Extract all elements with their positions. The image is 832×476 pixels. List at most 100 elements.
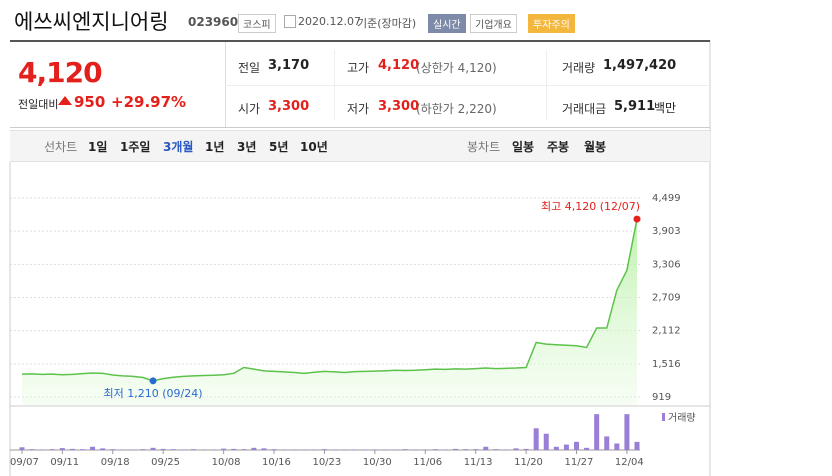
- max-label: 최고 4,120 (12/07): [541, 200, 640, 213]
- stock-name: 에쓰씨엔지니어링: [14, 10, 169, 34]
- divider: [225, 42, 226, 127]
- divider: [225, 85, 710, 86]
- stat-label: 거래대금: [562, 102, 607, 116]
- volume-bar: [69, 448, 75, 450]
- max-marker: [633, 215, 641, 223]
- volume-bar: [362, 449, 368, 450]
- realtime-button[interactable]: 실시간: [428, 14, 466, 33]
- y-tick-label: 2,112: [652, 326, 681, 337]
- volume-bar: [301, 449, 307, 450]
- y-tick-label: 3,306: [652, 259, 681, 270]
- volume-bar: [543, 433, 549, 450]
- volume-bar: [342, 449, 348, 450]
- tab-label: 봉차트: [467, 140, 501, 154]
- change: 950: [74, 93, 106, 111]
- volume-bar: [180, 449, 186, 450]
- period-tab[interactable]: 1주일: [120, 140, 151, 154]
- stat-label: 시가: [238, 102, 261, 116]
- volume-bar: [503, 449, 509, 450]
- volume-bar: [39, 449, 45, 450]
- volume-bar: [584, 447, 590, 450]
- volume-bar: [29, 449, 35, 450]
- stat-value: 4,120: [378, 58, 420, 73]
- period-tab[interactable]: 5년: [269, 140, 289, 154]
- volume-bar: [432, 449, 438, 450]
- x-tick-label: 10/08: [212, 457, 241, 468]
- volume-bar: [311, 449, 317, 450]
- volume-bar: [442, 449, 448, 450]
- stat-value: 3,300: [378, 99, 420, 114]
- stat-unit: 백만: [654, 101, 677, 115]
- candle-tab[interactable]: 월봉: [584, 140, 607, 154]
- stat-value: 3,170: [268, 58, 310, 73]
- volume-bar: [553, 446, 559, 450]
- stat-value: 5,911: [614, 99, 656, 114]
- up-arrow: [58, 96, 72, 105]
- stat-label: 거래량: [562, 61, 596, 75]
- volume-bar: [382, 449, 388, 450]
- x-tick-label: 11/06: [413, 457, 442, 468]
- basis: 기준(장마감): [357, 17, 417, 30]
- volume-bar: [392, 449, 398, 450]
- volume-bar: [563, 444, 569, 450]
- stat-label: 전일: [238, 61, 261, 75]
- volume-bar: [291, 449, 297, 450]
- volume-bar: [634, 441, 640, 450]
- volume-bar: [372, 449, 378, 450]
- y-tick-label: 3,903: [652, 226, 681, 237]
- y-tick-label: 4,499: [652, 193, 681, 204]
- volume-bar: [170, 449, 176, 450]
- volume-bar: [493, 449, 499, 450]
- company-button[interactable]: 기업개요: [470, 14, 517, 33]
- volume-bar: [59, 448, 65, 450]
- x-tick-label: 10/30: [363, 457, 392, 468]
- stat-note: (하한가 2,220): [416, 102, 497, 116]
- volume-bar: [402, 449, 408, 450]
- x-tick-label: 11/13: [464, 457, 493, 468]
- volume-bar: [533, 428, 539, 450]
- x-tick-label: 09/11: [50, 457, 79, 468]
- volume-bar: [221, 448, 227, 450]
- volume-bar: [594, 414, 600, 450]
- volume-bar: [200, 449, 206, 450]
- volume-bar: [624, 414, 630, 450]
- period-tab[interactable]: 3년: [237, 140, 257, 154]
- period-tab[interactable]: 1일: [88, 140, 108, 154]
- stat-note: (상한가 4,120): [416, 61, 497, 75]
- stock-code: 023960: [188, 15, 239, 29]
- x-tick-label: 11/20: [514, 457, 543, 468]
- volume-bar: [90, 446, 96, 450]
- volume-bar: [150, 447, 156, 450]
- min-marker: [149, 377, 157, 385]
- candle-tab[interactable]: 일봉: [512, 140, 535, 154]
- warning-badge: 투자주의: [528, 14, 575, 33]
- volume-bar: [281, 449, 287, 450]
- period-tab[interactable]: 10년: [300, 140, 328, 154]
- volume-bar: [463, 449, 469, 450]
- volume-bar: [140, 449, 146, 450]
- volume-bar: [352, 449, 358, 450]
- min-label: 최저 1,210 (09/24): [104, 387, 203, 400]
- volume-bar: [422, 449, 428, 450]
- volume-bar: [513, 448, 519, 450]
- price-line: [21, 218, 638, 382]
- volume-bar: [19, 447, 25, 450]
- period-tab[interactable]: 1년: [205, 140, 225, 154]
- legend-swatch: [662, 413, 665, 421]
- period-tab[interactable]: 3개월: [163, 140, 194, 154]
- volume-bar: [261, 448, 267, 450]
- volume-bar: [190, 449, 196, 450]
- stat-label: 저가: [347, 102, 370, 116]
- stat-label: 고가: [347, 61, 370, 75]
- volume-bar: [271, 449, 277, 450]
- change-pct: +29.97%: [111, 93, 187, 111]
- quote-box: [10, 42, 710, 128]
- volume-bar: [100, 448, 106, 450]
- volume-bar: [251, 447, 257, 450]
- volume-bar: [473, 449, 479, 450]
- x-tick-label: 12/04: [615, 457, 644, 468]
- x-tick-label: 11/27: [565, 457, 594, 468]
- candle-tab[interactable]: 주봉: [547, 140, 570, 154]
